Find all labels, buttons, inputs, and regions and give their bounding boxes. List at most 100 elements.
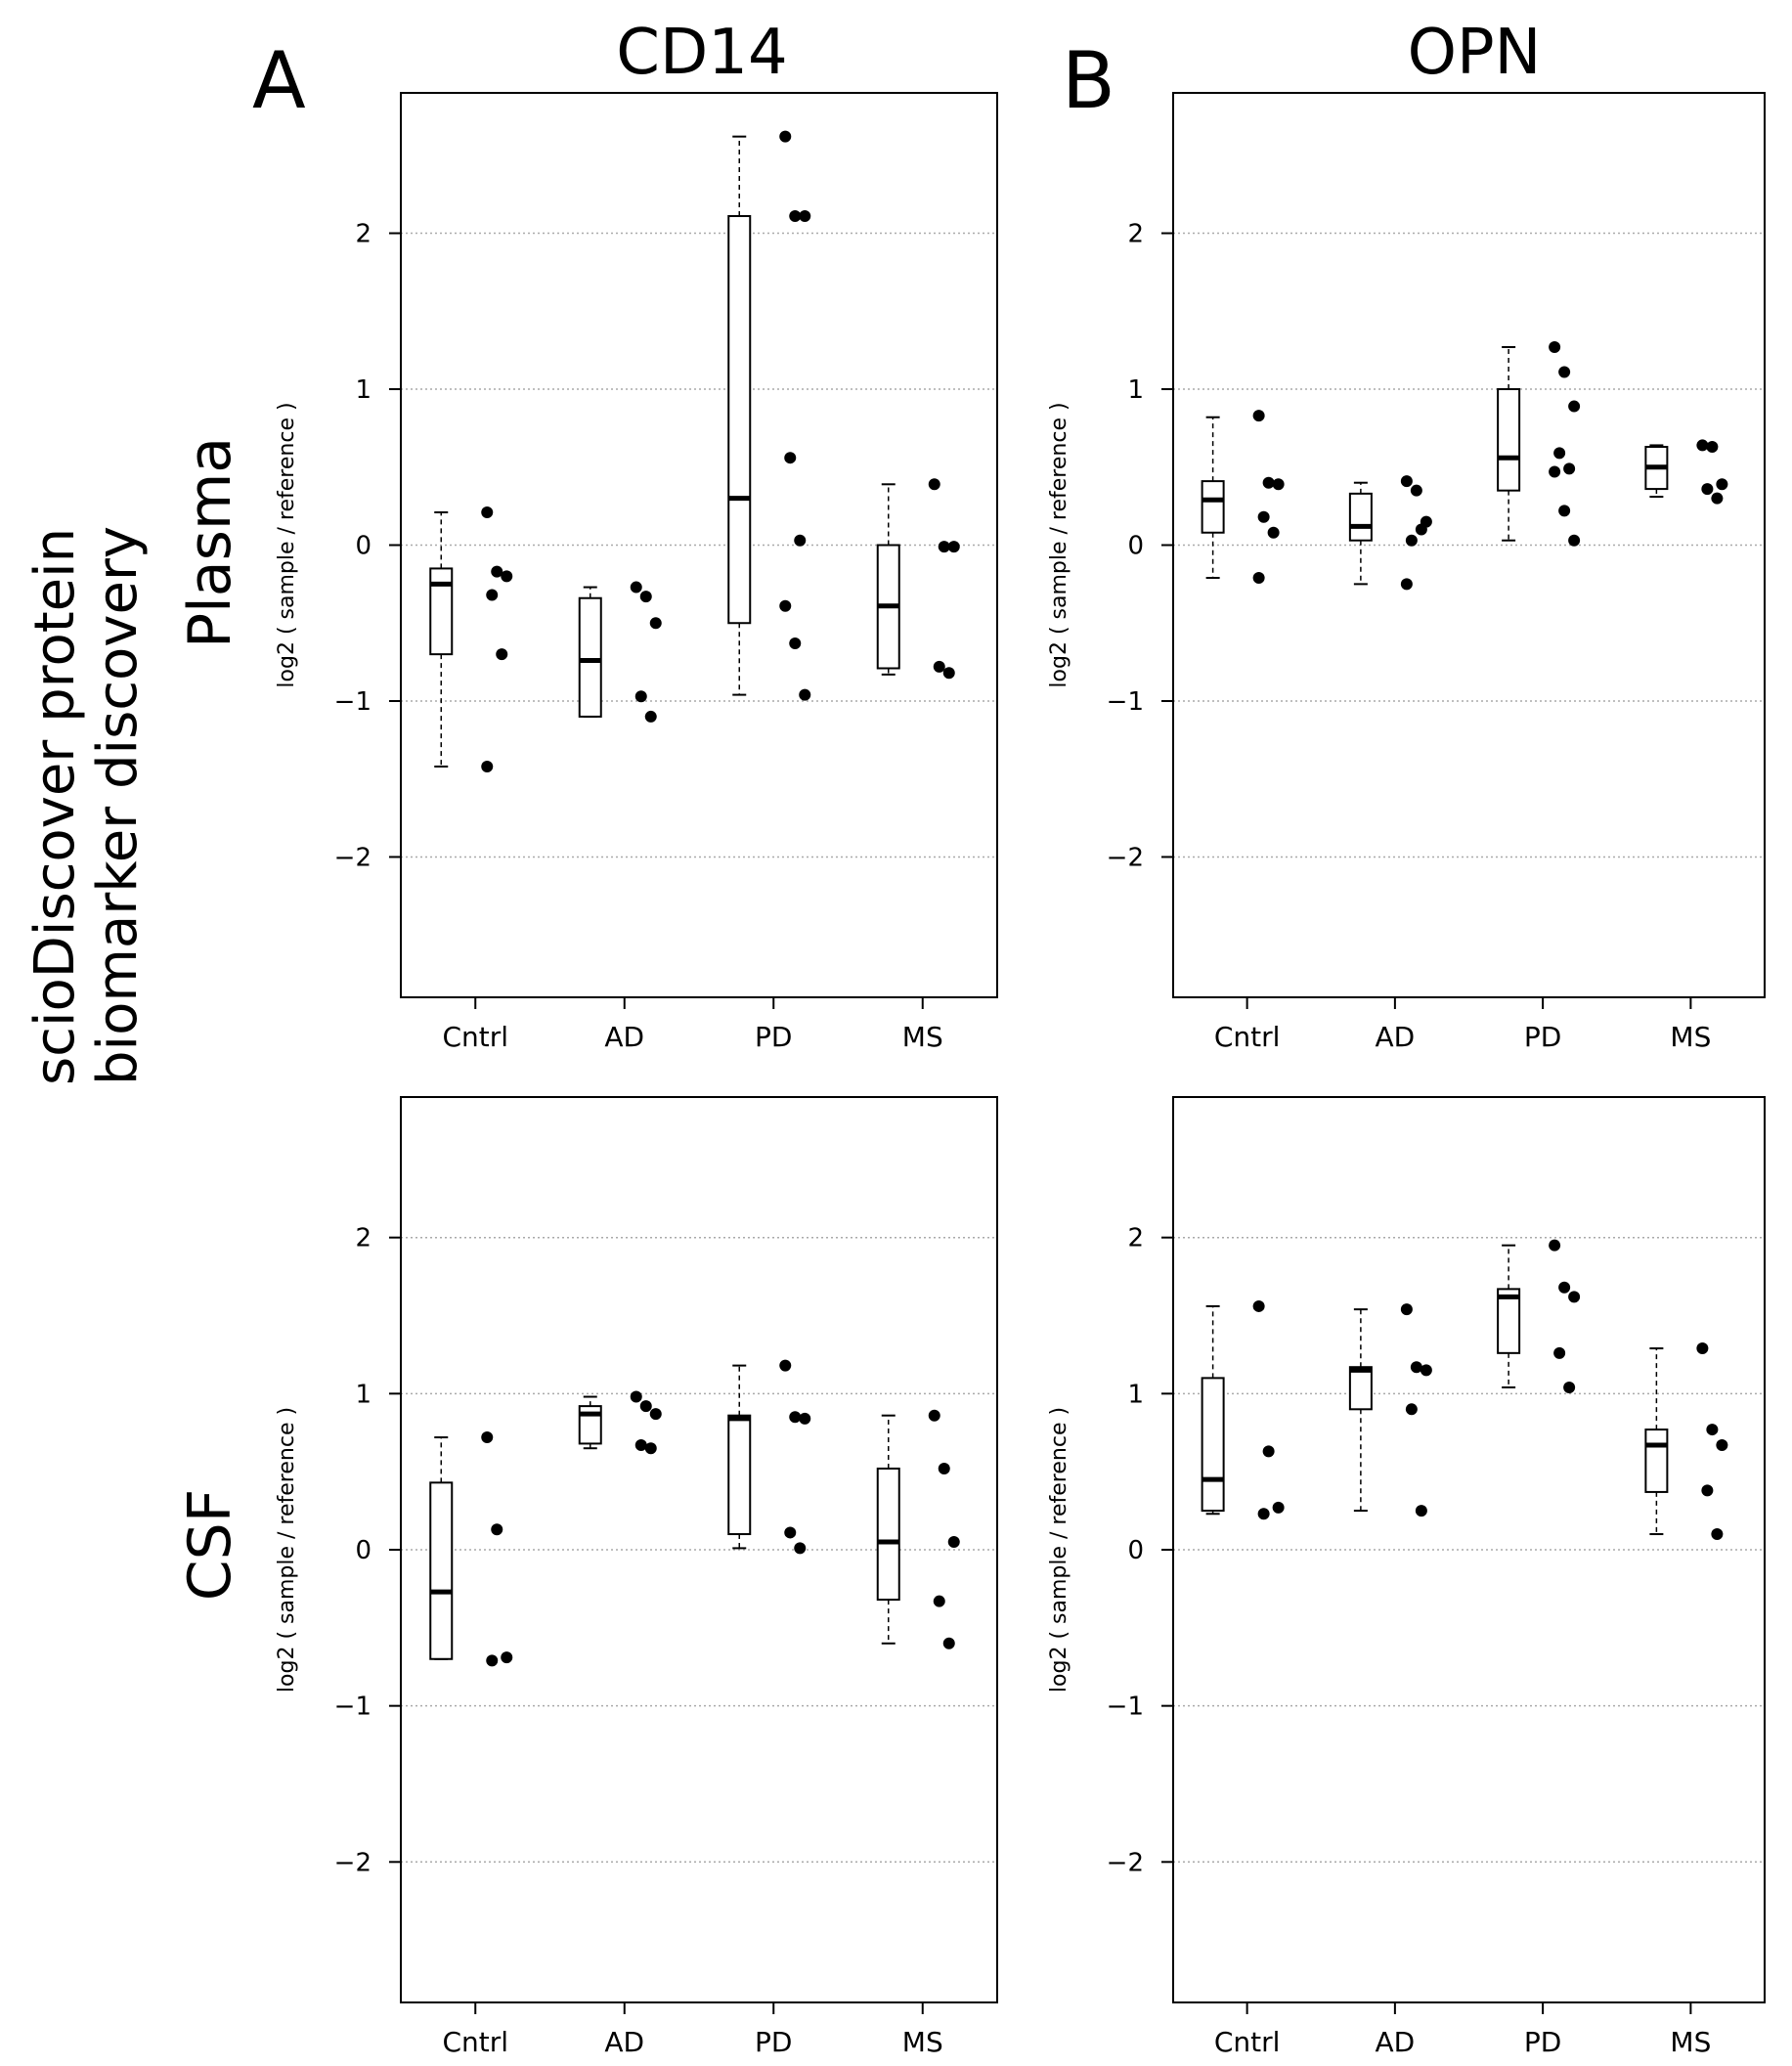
data-point [1410,1361,1422,1374]
data-point [639,591,652,603]
data-point [1568,400,1581,413]
data-point [1262,1445,1275,1458]
data-point [1706,1424,1719,1436]
data-point [1553,1346,1566,1359]
y-axis-label: log2 ( sample / reference ) [1047,402,1071,687]
y-tick-label: −1 [334,1692,372,1722]
y-axis-label: log2 ( sample / reference ) [275,1407,299,1692]
x-tick-label: AD [604,2026,644,2058]
data-point [501,570,513,583]
x-tick-label: MS [1670,2026,1711,2058]
x-tick-label: PD [1524,2026,1561,2058]
data-point [1696,1342,1709,1355]
data-point [1405,1403,1418,1416]
y-tick-label: −1 [1107,1692,1144,1722]
x-tick-label: MS [902,2026,943,2058]
data-point [1558,366,1571,378]
data-point [644,710,657,723]
x-tick-label: Cntrl [1214,1021,1281,1053]
y-tick-label: 2 [355,220,372,249]
data-point [649,1408,662,1421]
data-point [1706,441,1719,454]
data-point [1549,340,1561,353]
y-tick-label: 0 [1127,532,1144,561]
data-point [799,209,811,222]
data-point [784,1526,797,1539]
data-point [1711,1528,1724,1541]
box-iqr [1201,1377,1225,1513]
box-iqr [1497,388,1521,492]
box-iqr [1644,1429,1669,1493]
data-point [1267,526,1280,539]
data-point [1405,534,1418,547]
data-point [938,541,950,553]
data-point [501,1651,513,1664]
data-point [481,506,494,519]
boxplot-pd [727,135,752,696]
data-point [789,209,802,222]
boxplot-ad [1348,481,1373,586]
data-point [928,1409,940,1422]
data-point [1558,1281,1571,1294]
boxplot-pd [1497,345,1521,542]
data-point [947,541,960,553]
x-tick-label: AD [604,1021,644,1053]
data-point [1553,447,1566,460]
x-tick-label: Cntrl [442,1021,508,1053]
boxplot-pd [727,1364,752,1550]
y-tick-label: 0 [1127,1536,1144,1565]
figure-title-line-1: scioDiscover protein [23,528,87,1085]
y-tick-label: 2 [355,1224,372,1253]
x-tick-label: AD [1376,2026,1416,2058]
boxplot-ad [578,1395,602,1450]
box-iqr [1497,1288,1521,1354]
chart-cd14-csf: −2 −1 0 1 2 log2 ( sample / reference ) Cntrl A… [275,1096,998,2058]
data-point [799,1412,811,1425]
y-tick-label: −2 [1107,1848,1144,1877]
panel-letter-b: B [1062,35,1115,126]
data-point [784,452,797,464]
data-point [1257,1508,1270,1520]
points-ad [630,1390,662,1455]
data-point [1400,578,1413,591]
boxplot-pd [1497,1244,1521,1388]
box-iqr [727,1414,752,1536]
data-point [1272,1501,1285,1514]
boxplot-ms [876,1414,900,1645]
boxplot-ad [578,586,602,718]
points-pd [1549,1239,1581,1393]
y-tick-label: 1 [355,1380,372,1409]
points-ad [1400,475,1432,591]
data-point [1549,1239,1561,1252]
data-point [1400,1303,1413,1316]
data-point [1716,478,1728,491]
y-tick-label: 0 [355,1536,372,1565]
data-point [779,130,792,143]
data-point [1400,475,1413,488]
data-point [1701,483,1714,496]
data-point [491,565,503,578]
data-point [481,760,494,772]
y-tick-label: 2 [1127,220,1144,249]
points-ad [1400,1303,1432,1517]
boxplot-cntrl [429,1436,454,1660]
data-point [1716,1439,1728,1452]
figure-title: scioDiscover protein biomarker discovery [23,510,150,1085]
data-point [1558,505,1571,517]
panel-title-opn: OPN [1408,17,1542,89]
points-cntrl [481,1431,513,1667]
data-point [1696,439,1709,452]
data-point [799,688,811,701]
data-point [942,667,955,680]
data-point [1549,465,1561,478]
data-point [779,1359,792,1372]
box-iqr [429,1481,454,1660]
data-point [486,1654,499,1667]
data-point [942,1637,955,1649]
x-tick-label: Cntrl [442,2026,508,2058]
boxplot-cntrl [429,511,454,768]
y-axis-label: log2 ( sample / reference ) [1047,1407,1071,1692]
x-tick-label: PD [755,1021,792,1053]
points-cntrl [1252,1299,1285,1520]
